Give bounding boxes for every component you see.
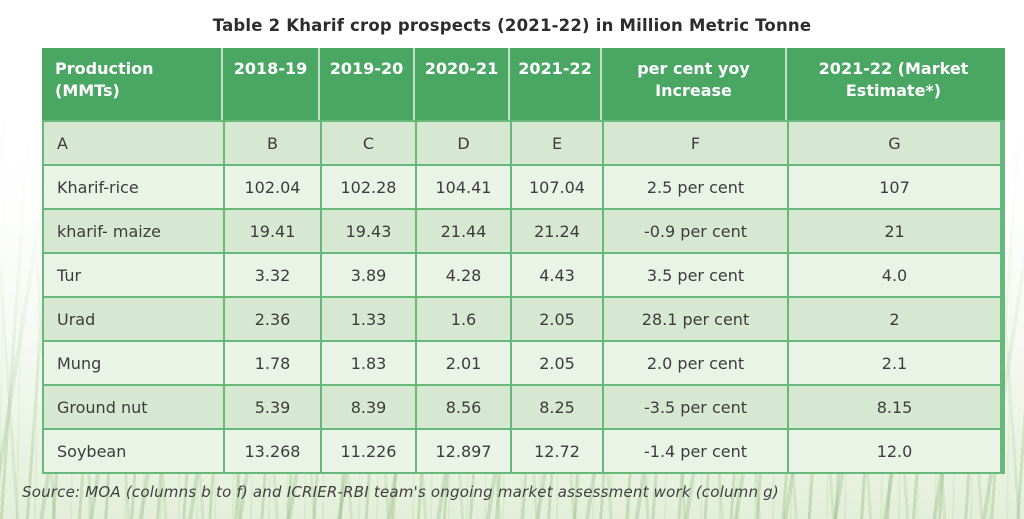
- row-label: Ground nut: [44, 386, 223, 428]
- table-cell: 2.0 per cent: [604, 342, 787, 384]
- table-cell: -3.5 per cent: [604, 386, 787, 428]
- table-cell: 3.32: [225, 254, 320, 296]
- row-label: Tur: [44, 254, 223, 296]
- table-cell: A: [44, 122, 223, 164]
- table-cell: 2.01: [417, 342, 510, 384]
- table-cell: 11.226: [322, 430, 415, 472]
- table-cell: 4.28: [417, 254, 510, 296]
- table-cell: 4.0: [789, 254, 1000, 296]
- column-header-2018-19: 2018-19: [223, 48, 320, 120]
- table-cell: 102.04: [225, 166, 320, 208]
- table-title: Table 2 Kharif crop prospects (2021-22) …: [212, 16, 812, 35]
- table-cell: E: [512, 122, 602, 164]
- column-header-2021-22: 2021-22: [510, 48, 602, 120]
- table-cell: 21.24: [512, 210, 602, 252]
- table-cell: G: [789, 122, 1000, 164]
- table-cell: 102.28: [322, 166, 415, 208]
- table-header-row: Production (MMTs) 2018-19 2019-20 2020-2…: [42, 48, 1005, 120]
- table-cell: 1.78: [225, 342, 320, 384]
- table-cell: 8.39: [322, 386, 415, 428]
- table-cell: 104.41: [417, 166, 510, 208]
- table-cell: 28.1 per cent: [604, 298, 787, 340]
- row-label: Mung: [44, 342, 223, 384]
- table-cell: 2.05: [512, 342, 602, 384]
- column-header-yoy-increase: per cent yoy Increase: [602, 48, 787, 120]
- row-label: Soybean: [44, 430, 223, 472]
- row-label: kharif- maize: [44, 210, 223, 252]
- source-note: Source: MOA (columns b to f) and ICRIER-…: [22, 483, 779, 501]
- table-cell: 8.56: [417, 386, 510, 428]
- table-cell: -1.4 per cent: [604, 430, 787, 472]
- table-cell: 107: [789, 166, 1000, 208]
- table-cell: 8.15: [789, 386, 1000, 428]
- table-cell: 21.44: [417, 210, 510, 252]
- table-cell: 21: [789, 210, 1000, 252]
- table-cell: B: [225, 122, 320, 164]
- table-cell: 19.43: [322, 210, 415, 252]
- table-cell: C: [322, 122, 415, 164]
- table-cell: 3.5 per cent: [604, 254, 787, 296]
- column-header-2020-21: 2020-21: [415, 48, 510, 120]
- table-cell: 107.04: [512, 166, 602, 208]
- table-cell: 12.0: [789, 430, 1000, 472]
- column-header-2019-20: 2019-20: [320, 48, 415, 120]
- row-label: Urad: [44, 298, 223, 340]
- table-cell: 12.72: [512, 430, 602, 472]
- column-header-production: Production (MMTs): [42, 48, 223, 120]
- table-cell: 2: [789, 298, 1000, 340]
- table-cell: D: [417, 122, 510, 164]
- table-cell: 5.39: [225, 386, 320, 428]
- table-cell: 8.25: [512, 386, 602, 428]
- column-header-market-estimate: 2021-22 (Market Estimate*): [818, 59, 969, 100]
- table-cell: 19.41: [225, 210, 320, 252]
- table-cell: 2.1: [789, 342, 1000, 384]
- table-cell: 2.5 per cent: [604, 166, 787, 208]
- table-cell: 1.83: [322, 342, 415, 384]
- table-cell: 1.33: [322, 298, 415, 340]
- table-cell: 13.268: [225, 430, 320, 472]
- table-cell: 3.89: [322, 254, 415, 296]
- table-cell: -0.9 per cent: [604, 210, 787, 252]
- row-label: Kharif-rice: [44, 166, 223, 208]
- table-cell: 2.36: [225, 298, 320, 340]
- table-cell: F: [604, 122, 787, 164]
- table-cell: 12.897: [417, 430, 510, 472]
- kharif-crop-table: Production (MMTs) 2018-19 2019-20 2020-2…: [42, 48, 1005, 474]
- table-cell: 2.05: [512, 298, 602, 340]
- table-body: A B C D E F G Kharif-rice 102.04 102.28 …: [42, 120, 1005, 474]
- table-cell: 1.6: [417, 298, 510, 340]
- table-cell: 4.43: [512, 254, 602, 296]
